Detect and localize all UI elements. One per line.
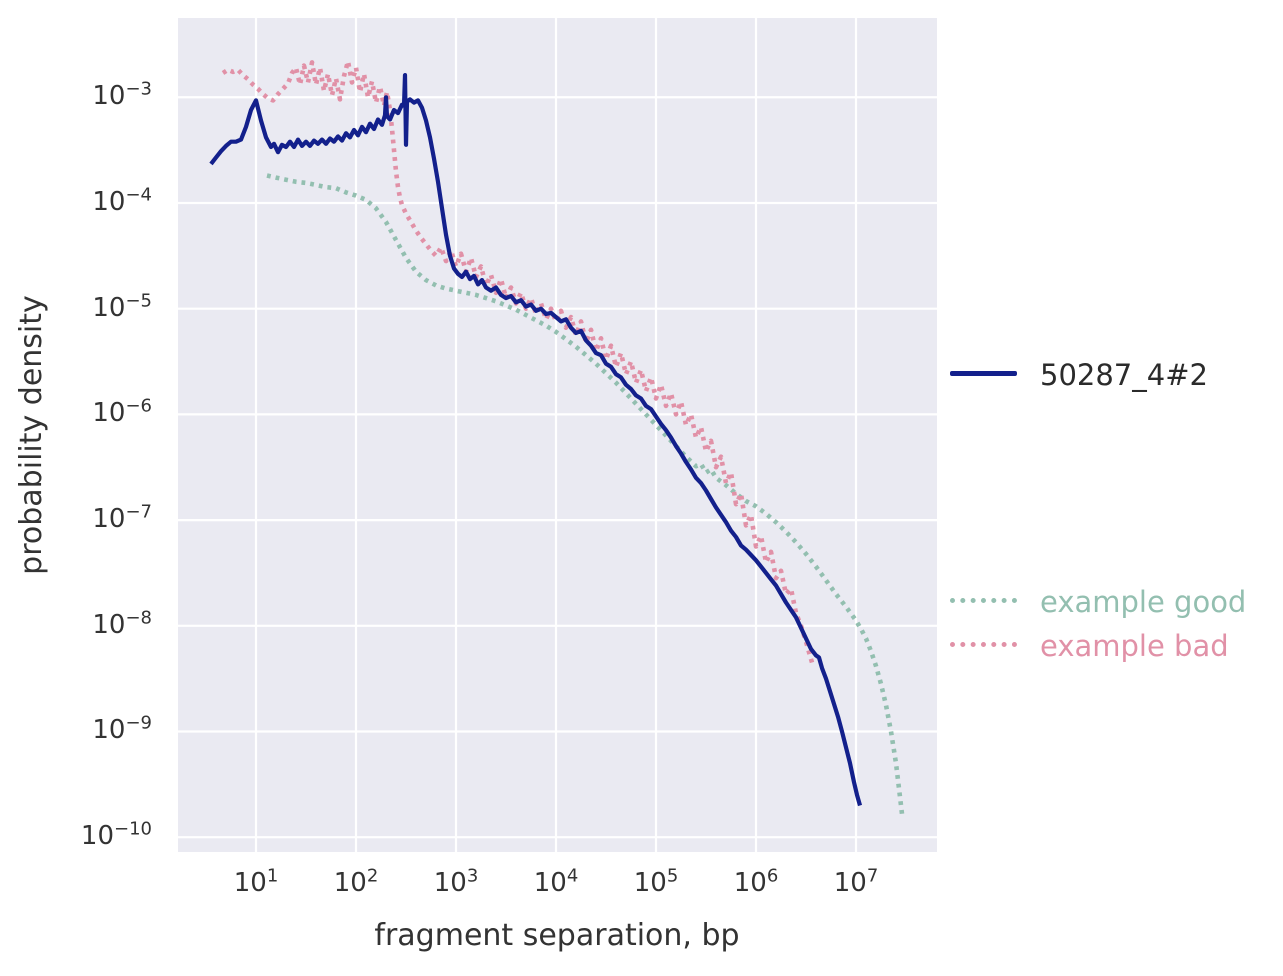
x-axis-label: fragment separation, bp — [374, 918, 740, 953]
legend-label-example-bad: example bad — [1040, 629, 1229, 663]
plot-area — [178, 18, 937, 852]
x-tick-label: 103 — [433, 865, 479, 898]
legend-label-example-good: example good — [1040, 585, 1247, 619]
x-tick-label: 107 — [833, 865, 879, 898]
y-tick-label: 10−6 — [92, 395, 152, 429]
x-tick-label: 104 — [533, 865, 579, 898]
series-example good — [266, 173, 905, 815]
x-tick-label: 106 — [733, 865, 779, 898]
y-axis-label: probability density — [14, 295, 49, 575]
x-tick-label: 101 — [233, 865, 279, 898]
x-tick-label: 102 — [333, 865, 379, 898]
y-tick-label: 10−10 — [80, 818, 152, 852]
y-tick-label: 10−5 — [92, 290, 152, 323]
y-tick-label: 10−4 — [92, 184, 152, 217]
y-tick-label: 10−7 — [92, 501, 152, 535]
x-tick-label: 105 — [633, 865, 679, 898]
y-tick-label: 10−9 — [92, 712, 152, 746]
series-example bad — [221, 59, 816, 667]
y-tick-label: 10−8 — [92, 607, 152, 640]
legend-label-main-series: 50287_4#2 — [1040, 358, 1208, 392]
legend-line-sample-bad — [950, 642, 1017, 647]
series-50287_4#2 — [209, 73, 863, 807]
legend-line-sample-solid — [950, 371, 1017, 376]
y-tick-label: 10−3 — [92, 78, 152, 112]
legend-line-sample-good — [950, 598, 1017, 603]
